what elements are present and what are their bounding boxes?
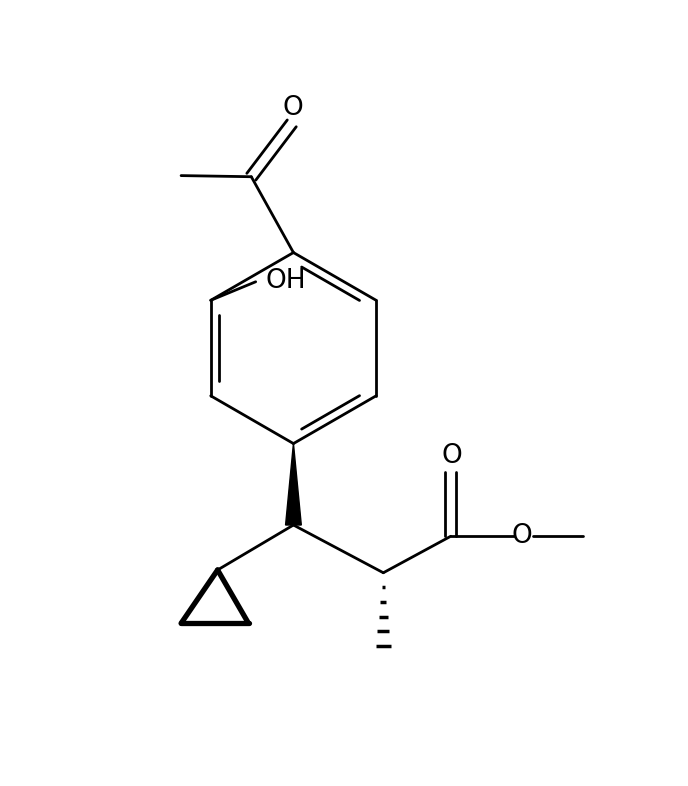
Text: O: O [442, 443, 462, 469]
Text: O: O [283, 94, 303, 120]
Polygon shape [286, 443, 301, 525]
Text: O: O [512, 523, 533, 549]
Text: OH: OH [266, 268, 306, 294]
